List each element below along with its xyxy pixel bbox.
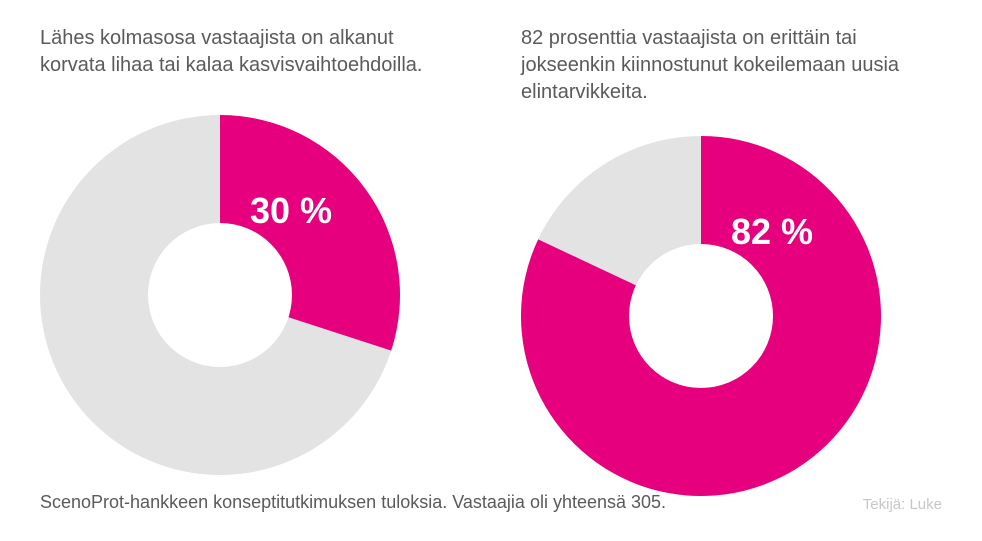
chart-title-0: Lähes kolmasosa vastaajista on alkanut k… xyxy=(40,25,461,85)
donut-chart-1: 82 % xyxy=(521,136,881,496)
charts-container: Lähes kolmasosa vastaajista on alkanut k… xyxy=(40,25,942,496)
chart-title-1: 82 prosenttia vastaajista on erittäin ta… xyxy=(521,25,942,106)
chart-block-0: Lähes kolmasosa vastaajista on alkanut k… xyxy=(40,25,461,496)
donut-hole-0 xyxy=(148,223,292,367)
donut-hole-1 xyxy=(629,244,773,388)
percent-label-0: 30 % xyxy=(250,190,332,232)
percent-label-1: 82 % xyxy=(731,211,813,253)
donut-svg-0 xyxy=(40,115,400,475)
footer-caption: ScenoProt-hankkeen konseptitutkimuksen t… xyxy=(40,492,666,513)
donut-chart-0: 30 % xyxy=(40,115,400,475)
donut-svg-1 xyxy=(521,136,881,496)
chart-block-1: 82 prosenttia vastaajista on erittäin ta… xyxy=(521,25,942,496)
credit-text: Tekijä: Luke xyxy=(863,496,942,513)
